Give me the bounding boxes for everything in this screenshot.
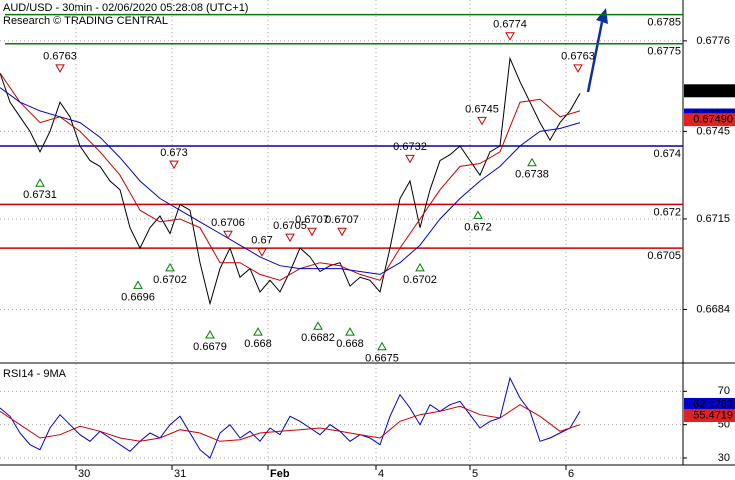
pivot-label: 0.6706 [211, 217, 245, 229]
pivot-label: 0.668 [336, 338, 364, 350]
pivot-label: 0.672 [464, 221, 492, 233]
series-line [0, 404, 581, 442]
series-line [0, 72, 581, 281]
pivot-high [405, 154, 415, 164]
price-marker-label: 55.4719 [693, 409, 733, 421]
pivot-label: 0.6731 [23, 189, 57, 201]
pivot-high [573, 64, 583, 73]
y-tick-label: 0.6684 [696, 303, 730, 315]
y-tick-label: 0.6776 [696, 35, 730, 47]
pivot-label: 0.673 [160, 147, 188, 159]
x-tick-label: 6 [568, 468, 574, 480]
pivot-label: 0.6774 [493, 19, 527, 31]
pivot-low [313, 321, 323, 330]
pivot-high [55, 64, 65, 73]
pivot-label: 0.6705 [273, 220, 307, 232]
pivot-high [505, 32, 515, 41]
pivot-label: 0.6707 [325, 214, 359, 226]
price-marker-label: 62.1282 [693, 398, 733, 410]
pivot-high [223, 230, 233, 240]
pivot-low [253, 327, 263, 336]
price-marker [684, 113, 735, 127]
pivot-low [345, 327, 355, 336]
y-tick-label: 30 [718, 452, 730, 464]
chart-subtitle: Research © TRADING CENTRAL [3, 15, 168, 27]
level-label: 0.6705 [647, 250, 681, 262]
pivot-label: 0.668 [244, 338, 272, 350]
forecast-arrowhead [596, 8, 608, 24]
level-label: 0.6785 [647, 17, 681, 29]
pivot-label: 0.6702 [153, 274, 187, 286]
pivot-low [527, 157, 537, 167]
price-marker [684, 84, 735, 98]
pivot-low [377, 341, 387, 351]
x-tick-label: 5 [472, 468, 478, 480]
price-marker-label: 0.67490 [693, 114, 733, 126]
level-label: 0.6775 [647, 46, 681, 58]
pivot-label: 0.67 [251, 235, 272, 247]
x-tick-label: 30 [78, 468, 90, 480]
price-marker [684, 409, 735, 423]
pivot-label: 0.6745 [465, 103, 499, 115]
pivot-low [165, 262, 175, 272]
pivot-label: 0.6702 [403, 274, 437, 286]
y-tick-label: 0.6715 [696, 213, 730, 225]
y-tick-label: 0.6745 [696, 125, 730, 137]
pivot-low [415, 262, 425, 272]
pivot-high [337, 227, 347, 237]
rsi-title: RSI14 - 9MA [3, 368, 67, 380]
level-label: 0.674 [653, 148, 681, 160]
price-marker-label: 0.67589 [693, 85, 733, 97]
pivot-low [205, 330, 215, 339]
pivot-low [473, 210, 483, 219]
chart-title: AUD/USD - 30min - 02/06/2020 05:28:08 (U… [3, 2, 248, 14]
x-tick-label: Feb [270, 468, 290, 480]
pivot-low [35, 178, 45, 187]
pivot-label: 0.6679 [193, 341, 227, 353]
pivot-low [133, 280, 143, 289]
pivot-high [257, 248, 267, 257]
series-line [0, 376, 581, 459]
pivot-label: 0.6675 [365, 353, 399, 365]
level-label: 0.672 [653, 206, 681, 218]
forecast-arrow [586, 21, 604, 93]
price-marker [684, 397, 735, 411]
y-tick-label: 70 [718, 385, 730, 397]
pivot-high [169, 160, 179, 170]
pivot-label: 0.6763 [43, 51, 77, 63]
pivot-label: 0.6738 [515, 169, 549, 181]
x-tick-label: 4 [378, 468, 384, 480]
series-line [0, 56, 581, 306]
pivot-label: 0.6696 [121, 291, 155, 303]
pivot-high [285, 233, 295, 243]
pivot-high [477, 116, 487, 126]
x-tick-label: 31 [174, 468, 186, 480]
pivot-label: 0.6732 [393, 141, 427, 153]
pivot-high [307, 227, 317, 237]
pivot-label: 0.6707 [295, 214, 329, 226]
pivot-label: 0.6763 [561, 51, 595, 63]
pivot-label: 0.6682 [301, 332, 335, 344]
series-line [0, 87, 581, 275]
